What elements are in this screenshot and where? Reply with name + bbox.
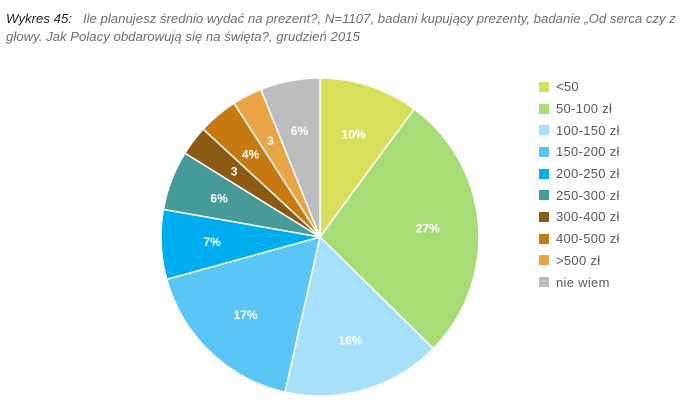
slice-value-label-5: 6%: [210, 192, 228, 206]
legend-label: 100-150 zł: [556, 122, 620, 138]
slice-value-label-3: 17%: [233, 308, 257, 322]
slice-value-label-0: 10%: [342, 127, 366, 141]
legend-item-0: <50: [539, 76, 620, 98]
legend-swatch: [539, 233, 549, 244]
legend-swatch: [539, 168, 549, 179]
legend-swatch: [539, 81, 549, 92]
legend-label: >500 zł: [556, 252, 601, 268]
legend-item-3: 150-200 zł: [539, 141, 620, 163]
slice-value-label-9: 6%: [291, 124, 309, 138]
legend-label: nie wiem: [556, 274, 610, 290]
legend-item-8: >500 zł: [539, 250, 620, 272]
slice-value-label-8: 3: [267, 134, 274, 148]
legend-item-2: 100-150 zł: [539, 119, 620, 141]
chart-caption: Wykres 45: Ile planujesz średnio wydać n…: [6, 10, 696, 46]
legend-swatch: [539, 125, 549, 136]
legend-label: 250-300 zł: [556, 187, 620, 203]
slice-value-label-1: 27%: [416, 221, 440, 235]
legend-item-4: 200-250 zł: [539, 163, 620, 185]
slice-value-label-2: 16%: [338, 334, 362, 348]
legend-item-9: nie wiem: [539, 271, 620, 293]
legend-item-6: 300-400 zł: [539, 206, 620, 228]
legend-swatch: [539, 103, 549, 114]
legend-label: <50: [556, 79, 579, 95]
legend-swatch: [539, 255, 549, 266]
legend-item-1: 50-100 zł: [539, 98, 620, 120]
slice-value-label-4: 7%: [203, 235, 221, 249]
pie-slice-3: [165, 235, 322, 393]
legend-label: 150-200 zł: [556, 144, 620, 160]
pie-slice-1: [319, 107, 480, 350]
legend-swatch: [539, 277, 549, 288]
legend-label: 300-400 zł: [556, 209, 620, 225]
pie-slice-2: [284, 235, 435, 397]
slice-value-label-7: 4%: [242, 147, 260, 161]
chart-legend: <50 50-100 zł 100-150 zł 150-200 zł 200-250 …: [539, 76, 620, 293]
pie-slice-0: [319, 77, 416, 240]
legend-label: 50-100 zł: [556, 101, 613, 117]
legend-swatch: [539, 211, 549, 222]
pie-slice-9: [259, 77, 321, 238]
caption-lead: Wykres 45:: [6, 11, 72, 26]
legend-swatch: [539, 146, 549, 157]
slice-value-label-6: 3: [231, 165, 238, 179]
legend-item-5: 250-300 zł: [539, 184, 620, 206]
legend-swatch: [539, 190, 549, 201]
legend-item-7: 400-500 zł: [539, 228, 620, 250]
legend-label: 200-250 zł: [556, 166, 620, 182]
caption-text: Ile planujesz średnio wydać na prezent?,…: [6, 11, 676, 44]
legend-label: 400-500 zł: [556, 231, 620, 247]
